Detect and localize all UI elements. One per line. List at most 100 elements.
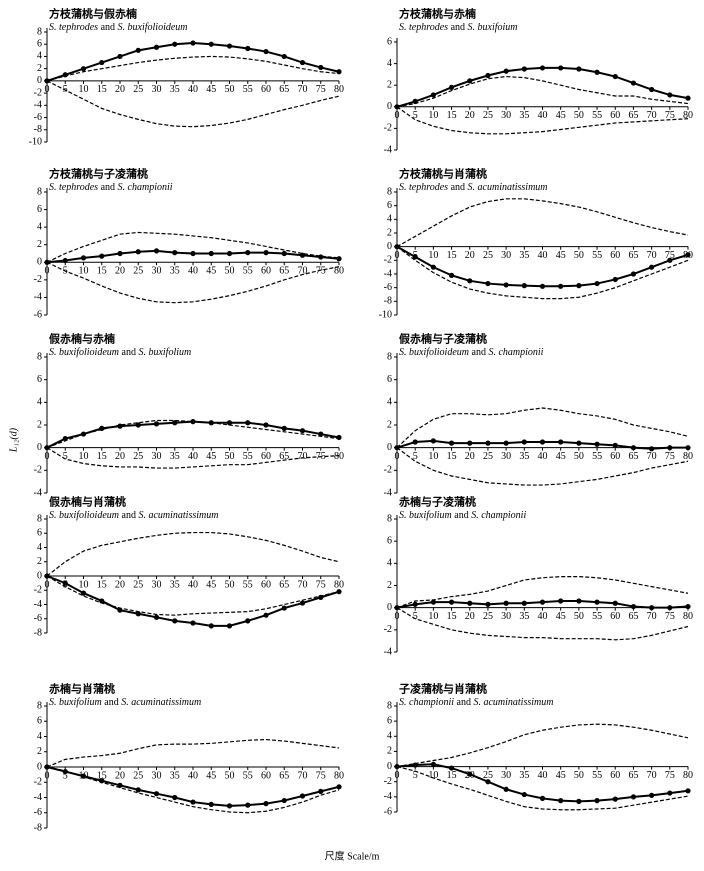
x-tick-label: 70 [298,451,308,462]
y-tick-label: 6 [37,374,42,385]
x-tick-label: 40 [188,579,198,590]
series-line [46,231,340,263]
x-tick-label: 55 [243,266,253,277]
species: S. championii [399,697,454,708]
y-tick-label: -4 [384,646,392,657]
data-point [245,45,251,52]
data-point [685,603,691,610]
y-tick-label: 0 [37,75,42,86]
data-point [558,439,564,445]
data-point [135,249,141,255]
data-point [263,612,269,618]
y-tick-label: -6 [384,282,392,293]
x-tick-label: 60 [610,250,620,261]
data-point [299,600,306,606]
data-point [336,784,342,790]
x-tick-label: 55 [243,84,253,95]
data-point [263,422,269,428]
y-tick-label: -4 [384,268,392,279]
data-point [503,600,509,606]
data-point [80,66,87,72]
x-tick-label: 45 [206,451,216,462]
x-tick-label: 5 [413,451,418,462]
x-tick-label: 75 [665,611,675,622]
data-point [685,252,691,258]
x-tick-label: 40 [538,451,548,462]
panel-subtitle: S. buxifolioideum and S. acuminatissimum [49,510,218,521]
y-tick-label: 6 [387,535,392,546]
x-tick-label: 30 [501,110,511,121]
data-point [630,794,637,800]
series-line [396,576,689,609]
data-point [412,601,418,607]
connector: and [454,697,473,708]
x-tick-label: 10 [428,250,438,261]
y-tick-label: 2 [37,419,42,430]
x-tick-label: 80 [334,770,344,781]
data-point [336,256,342,262]
data-point [318,788,324,795]
data-point [539,599,546,605]
panel-title: 子凌蒲桃与肖蒲桃 [399,682,487,696]
data-point [190,620,196,626]
panel-title: 方枝蒲桃与子凌蒲桃 [49,167,148,181]
x-tick-label: 45 [206,770,216,781]
x-tick-label: 0 [45,266,50,277]
series-line [396,607,689,641]
x-tick-label: 65 [279,266,289,277]
x-tick-label: 80 [334,579,344,590]
x-tick-label: 10 [79,451,89,462]
x-tick-label: 0 [395,451,400,462]
y-tick-label: -8 [34,124,42,135]
x-tick-label: 75 [316,84,326,95]
connector: and [448,22,467,33]
x-tick-label: 70 [298,770,308,781]
x-tick-label: 55 [592,451,602,462]
x-tick-label: 15 [97,451,107,462]
species: S. buxifolioideum [49,510,119,521]
data-point [485,280,491,287]
data-point [576,798,582,805]
data-point [208,623,214,629]
data-point [612,796,618,802]
data-point [80,255,87,261]
panel-subtitle: S. buxifolioideum and S. buxifolium [49,347,191,358]
data-point [135,611,141,617]
species: S. tephrodes [49,22,98,33]
data-point [521,439,527,445]
series-line [396,106,689,135]
y-tick-label: -2 [34,87,42,98]
data-point [99,253,105,259]
data-point [576,440,582,446]
data-point [521,66,527,72]
x-tick-label: 0 [395,110,400,121]
x-tick-label: 60 [610,451,620,462]
x-tick-label: 65 [628,451,638,462]
data-point [245,618,251,624]
x-tick-label: 45 [206,266,216,277]
x-tick-label: 70 [647,770,657,781]
y-tick-label: 8 [37,700,42,711]
x-tick-label: 70 [647,611,657,622]
x-tick-label: 15 [97,579,107,590]
y-tick-label: 4 [37,397,42,408]
species: S. acuminatissimum [473,697,553,708]
data-point [208,801,214,807]
x-tick-label: 15 [97,266,107,277]
y-tick-label: 0 [387,101,392,112]
data-point [245,802,251,808]
connector: and [98,22,117,33]
y-tick-label: 6 [37,204,42,215]
x-tick-label: 25 [133,770,143,781]
series-line [46,261,340,304]
x-tick-label: 75 [316,579,326,590]
species: S. buxifolioideum [399,347,469,358]
connector: and [469,347,488,358]
x-tick-label: 10 [428,451,438,462]
y-tick-label: 0 [37,761,42,772]
data-point [503,440,509,446]
x-tick-label: 65 [279,770,289,781]
data-point [263,48,269,55]
y-tick-label: 4 [387,558,392,569]
data-point [539,283,546,289]
